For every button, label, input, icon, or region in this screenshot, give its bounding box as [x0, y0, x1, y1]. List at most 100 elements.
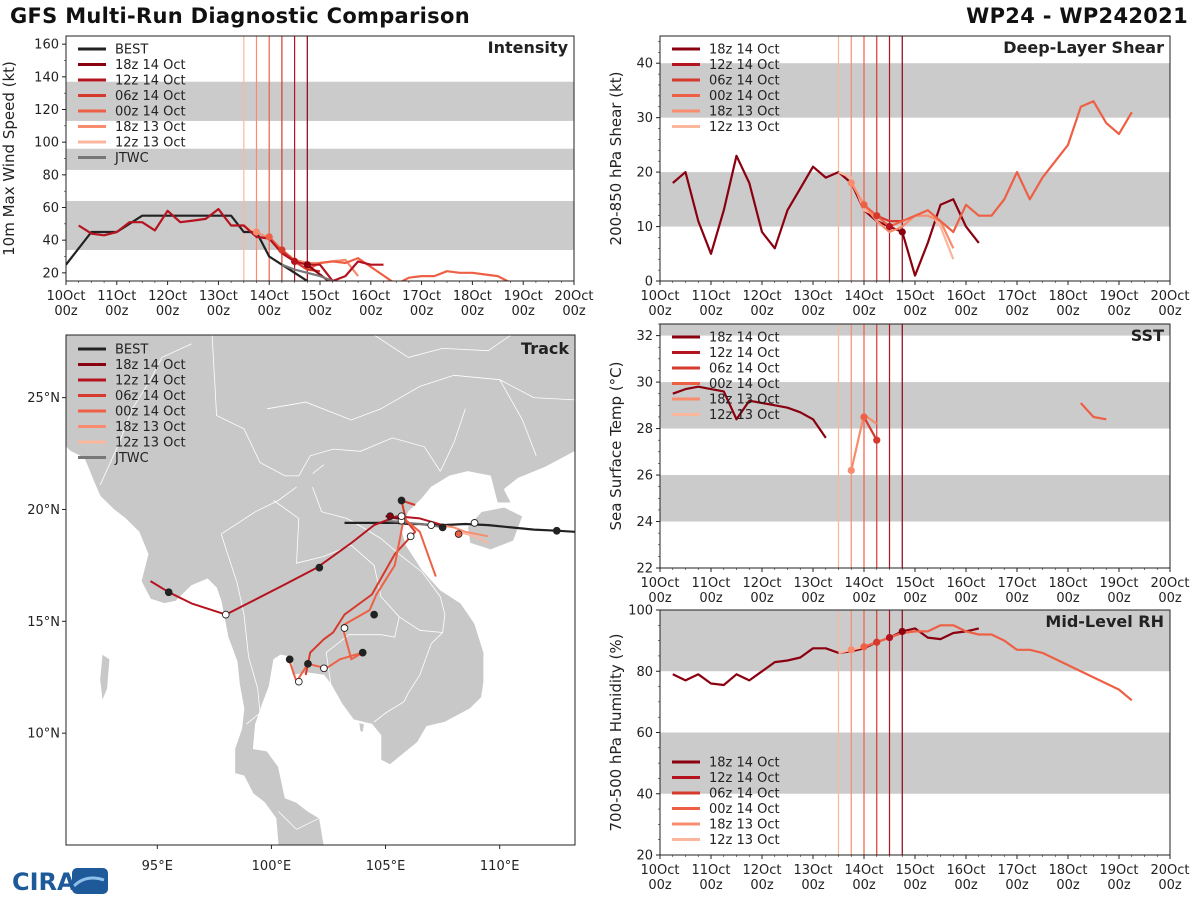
intensity-xtick-sublabel-5: 00z — [308, 304, 332, 319]
sst-xtick-sublabel-1: 00z — [699, 591, 723, 606]
track-xtick-label-105: 105°E — [366, 859, 406, 874]
rh-xtick-sublabel-0: 00z — [648, 878, 672, 893]
sst-ytick-label-22: 22 — [636, 562, 653, 577]
track-point — [304, 659, 312, 668]
shear-xtick-sublabel-4: 00z — [852, 304, 876, 319]
intensity-xtick-label-3: 13Oct — [199, 289, 238, 304]
shear-xtick-label-1: 11Oct — [691, 289, 730, 304]
track-point — [315, 563, 324, 572]
shear-legend-label-18z-13-oct: 18z 13 Oct — [709, 105, 780, 120]
intensity-xtick-sublabel-4: 00z — [258, 304, 282, 319]
map-island — [359, 723, 364, 732]
shear-ytick-label-40: 40 — [636, 57, 653, 72]
sst-legend-label-18z-14-oct: 18z 14 Oct — [709, 331, 780, 346]
sst-ytick-label-24: 24 — [636, 515, 653, 530]
rh-ytick-label-20: 20 — [636, 849, 653, 864]
rh-xtick-sublabel-2: 00z — [750, 878, 774, 893]
track-point — [397, 512, 406, 521]
logo-badge — [72, 868, 108, 894]
shear-series-00z-14-oct — [863, 100, 1133, 234]
cira-logo: CIRA — [4, 864, 116, 898]
intensity-chart: 2040608010012014016010Oct00z11Oct00z12Oc… — [0, 35, 594, 319]
intensity-xtick-label-5: 15Oct — [300, 289, 339, 304]
shear-series-group — [672, 100, 1133, 277]
map-border — [499, 379, 537, 456]
intensity-xtick-sublabel-7: 00z — [410, 304, 434, 319]
sst-xtick-sublabel-4: 00z — [852, 591, 876, 606]
sst-xtick-label-8: 18Oct — [1048, 576, 1087, 591]
shear-legend-label-12z-14-oct: 12z 14 Oct — [709, 58, 780, 73]
rh-legend-label-06z-14-oct: 06z 14 Oct — [709, 787, 780, 802]
track-point — [552, 526, 561, 535]
shear-marker-00z-14-oct — [860, 201, 868, 209]
shear-legend-label-12z-13-oct: 12z 13 Oct — [709, 120, 780, 135]
rh-legend-label-18z-13-oct: 18z 13 Oct — [709, 818, 780, 833]
shear-xtick-sublabel-9: 00z — [1107, 304, 1131, 319]
sst-xtick-sublabel-7: 00z — [1005, 591, 1029, 606]
track-point — [164, 588, 173, 597]
shear-series-06z-14-oct — [876, 214, 903, 223]
intensity-ytick-label-140: 140 — [34, 70, 59, 85]
track-point — [438, 523, 447, 532]
rh-xtick-sublabel-9: 00z — [1107, 878, 1131, 893]
sst-xtick-sublabel-9: 00z — [1107, 591, 1131, 606]
rh-xtick-label-4: 14Oct — [844, 863, 883, 878]
intensity-ytick-label-40: 40 — [42, 234, 59, 249]
intensity-title: Intensity — [488, 38, 569, 57]
sst-marker-18z-13-oct — [847, 466, 855, 474]
intensity-series-12z-14-oct — [78, 208, 384, 281]
rh-xtick-sublabel-8: 00z — [1056, 878, 1080, 893]
rh-ytick-label-80: 80 — [636, 665, 653, 680]
intensity-xtick-label-2: 12Oct — [148, 289, 187, 304]
intensity-marker-12z-14-oct — [291, 257, 299, 265]
track-point — [454, 530, 463, 538]
sst-ytick-label-28: 28 — [636, 422, 653, 437]
shear-xtick-label-6: 16Oct — [946, 289, 985, 304]
sst-title: SST — [1131, 326, 1164, 345]
track-point — [397, 496, 406, 505]
intensity-series-jtwc — [281, 263, 334, 281]
sst-xtick-sublabel-8: 00z — [1056, 591, 1080, 606]
sst-series-00z-14-oct — [1079, 402, 1107, 421]
rh-xtick-sublabel-5: 00z — [903, 878, 927, 893]
sst-xtick-label-0: 10Oct — [640, 576, 679, 591]
intensity-xtick-sublabel-0: 00z — [54, 304, 78, 319]
sst-xtick-label-6: 16Oct — [946, 576, 985, 591]
rh-band-1 — [660, 610, 1170, 672]
track-legend-label-12z-13-oct: 12z 13 Oct — [115, 436, 186, 451]
logo-text: CIRA — [12, 868, 76, 896]
rh-xtick-label-5: 15Oct — [895, 863, 934, 878]
map-border — [312, 486, 446, 644]
shear-xtick-sublabel-10: 00z — [1158, 304, 1182, 319]
intensity-legend-label-18z-13-oct: 18z 13 Oct — [115, 120, 186, 135]
shear-xtick-label-4: 14Oct — [844, 289, 883, 304]
shear-ytick-label-20: 20 — [636, 166, 653, 181]
sst-xtick-label-3: 13Oct — [793, 576, 832, 591]
shear-chart: 01020304010Oct00z11Oct00z12Oct00z13Oct00… — [607, 35, 1190, 319]
shear-xtick-label-7: 17Oct — [997, 289, 1036, 304]
rh-ytick-label-100: 100 — [628, 604, 653, 619]
sst-ytick-label-32: 32 — [636, 329, 653, 344]
map-border — [439, 408, 466, 472]
rh-series-18z-14-oct — [672, 627, 980, 687]
rh-xtick-label-6: 16Oct — [946, 863, 985, 878]
intensity-xtick-label-9: 19Oct — [504, 289, 543, 304]
sst-xtick-sublabel-2: 00z — [750, 591, 774, 606]
sst-xtick-label-5: 15Oct — [895, 576, 934, 591]
map-border — [398, 616, 443, 633]
track-legend-label-00z-14-oct: 00z 14 Oct — [115, 405, 186, 420]
intensity-ytick-label-20: 20 — [42, 266, 59, 281]
shear-xtick-sublabel-1: 00z — [699, 304, 723, 319]
map-border — [373, 643, 432, 723]
map-border — [373, 335, 512, 358]
shear-xtick-label-0: 10Oct — [640, 289, 679, 304]
track-xtick-label-95: 95°E — [142, 859, 173, 874]
sst-legend-label-06z-14-oct: 06z 14 Oct — [709, 362, 780, 377]
track-point — [285, 655, 294, 664]
rh-legend-label-12z-13-oct: 12z 13 Oct — [709, 833, 780, 848]
shear-xtick-label-8: 18Oct — [1048, 289, 1087, 304]
sst-legend-label-12z-13-oct: 12z 13 Oct — [709, 408, 780, 423]
shear-marker-06z-14-oct — [873, 212, 881, 220]
